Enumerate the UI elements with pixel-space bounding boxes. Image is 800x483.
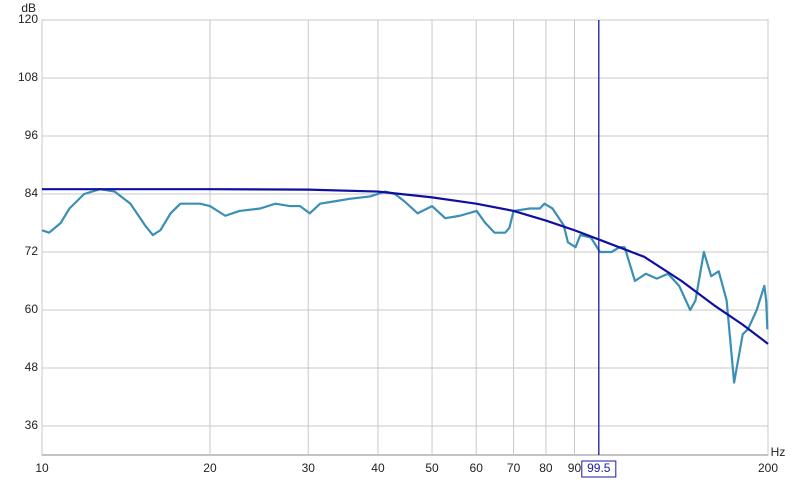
x-tick-label: 80	[539, 461, 553, 475]
cursor-label-box	[581, 460, 617, 478]
x-tick-label: 40	[371, 461, 385, 475]
x-tick-label: 50	[425, 461, 439, 475]
y-tick-label: 36	[25, 418, 39, 432]
y-axis-label: dB	[21, 1, 36, 15]
x-tick-label: 70	[507, 461, 521, 475]
y-tick-label: 48	[25, 360, 39, 374]
y-tick-label: 72	[25, 244, 39, 258]
series-line	[41, 188, 769, 384]
y-tick-label: 120	[18, 12, 38, 26]
y-tick-label: 108	[18, 70, 38, 84]
series-line	[42, 188, 769, 345]
cursor-label: 99.5	[587, 461, 611, 475]
x-tick-label: 30	[302, 461, 316, 475]
plot-frame	[41, 19, 769, 456]
y-tick-label: 60	[25, 302, 39, 316]
x-tick-label: 200	[758, 461, 778, 475]
x-tick-label: 20	[203, 461, 217, 475]
y-tick-label: 96	[25, 128, 39, 142]
x-tick-label: 90	[568, 461, 582, 475]
y-tick-label: 84	[25, 186, 39, 200]
x-tick-label: 10	[35, 461, 49, 475]
x-tick-label: 60	[470, 461, 484, 475]
x-axis-label: Hz	[771, 445, 786, 459]
